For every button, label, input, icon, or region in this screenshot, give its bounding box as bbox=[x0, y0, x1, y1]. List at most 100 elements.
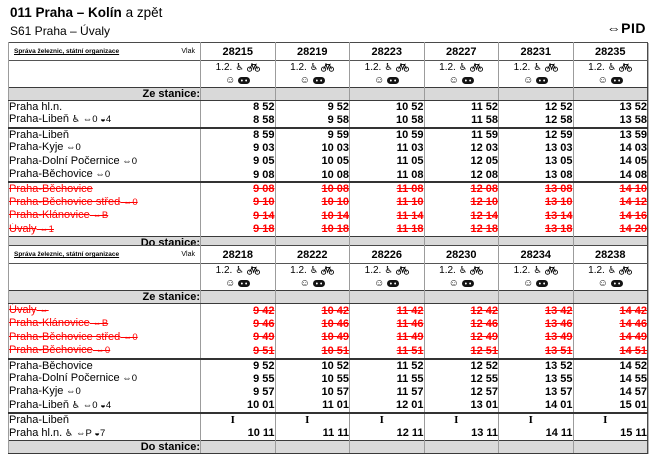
station-symbols: ⇔0 bbox=[120, 331, 138, 343]
time-cell: 11 11 bbox=[274, 426, 350, 441]
station-symbols: ⇔0 bbox=[120, 196, 138, 208]
time-cell: 8 52 bbox=[200, 100, 275, 114]
time-cell: 14 42 bbox=[572, 303, 648, 318]
time-cell: 9 49 bbox=[200, 330, 275, 345]
wheelchair-icon: ♿ bbox=[235, 264, 244, 276]
class-1-2-label: 1.2. bbox=[215, 264, 233, 276]
time-cell: 10 05 bbox=[274, 154, 350, 169]
bicycle-icon bbox=[321, 63, 335, 72]
band-empty-cell bbox=[423, 440, 499, 454]
station-symbols: ⇔B bbox=[89, 210, 109, 222]
station-cell: Praha-Běchovice ⇔0 bbox=[8, 344, 201, 359]
face-icon: ☺ bbox=[225, 74, 236, 86]
time-cell: 14 51 bbox=[572, 344, 648, 359]
time-cell: 9 55 bbox=[200, 372, 275, 386]
train-number: 28222 bbox=[274, 245, 350, 264]
train-number: 28223 bbox=[349, 42, 424, 61]
time-cell: 13 14 bbox=[498, 209, 573, 223]
station-name: Úvaly bbox=[9, 304, 37, 316]
station-symbols: ♿ ⇔0 ◒4 bbox=[68, 114, 112, 126]
train-service-icons-line2: ☺ bbox=[425, 277, 498, 290]
station-row: Praha-Dolní Počernice ⇔0 9 05 10 05 11 05 12… bbox=[8, 154, 648, 169]
train-service-icons-line1: 1.2. ♿ bbox=[201, 264, 274, 278]
train-service-icons-line1: 1.2. ♿ bbox=[425, 265, 498, 278]
station-cell: Praha-Libeň ♿ ⇔0 ◒4 bbox=[8, 398, 201, 414]
bicycle-icon bbox=[470, 266, 484, 275]
time-cell: 9 08 bbox=[200, 181, 275, 196]
dark-badge-icon bbox=[536, 280, 549, 287]
train-number: 28219 bbox=[274, 42, 350, 61]
time-cell: 10 58 bbox=[349, 113, 424, 128]
train-service-icons-line1: 1.2. ♿ bbox=[574, 61, 647, 75]
dark-badge-icon bbox=[461, 280, 474, 287]
class-1-2-label: 1.2. bbox=[513, 61, 531, 73]
station-cell: Praha-Běchovice ⇔0 bbox=[8, 168, 201, 183]
band-empty-cell bbox=[498, 440, 573, 454]
time-cell: 10 59 bbox=[349, 126, 424, 142]
class-1-2-label: 1.2. bbox=[588, 61, 605, 73]
band-empty-cell bbox=[274, 290, 350, 304]
band-empty-cell bbox=[349, 290, 424, 304]
time-cell: 15 11 bbox=[572, 426, 648, 441]
train-icons-row: 1.2. ♿ ☺ 1.2. ♿ ☺ 1.2. ♿ ☺ 1.2. ♿ ☺ 1.2. ♿ ☺ 1.2. ♿ ☺ bbox=[8, 60, 648, 88]
do-stanice-band: Do stanice: bbox=[8, 236, 648, 251]
time-cell: 14 57 bbox=[572, 385, 648, 399]
time-cell: 10 52 bbox=[274, 357, 350, 373]
station-name: Praha-Klánovice bbox=[9, 317, 90, 330]
time-cell: 12 05 bbox=[423, 154, 499, 169]
station-row: Praha-Běchovice ⇔0 9 51 10 51 11 51 12 51 13 … bbox=[8, 344, 648, 359]
station-row: Praha-Libeň ♿ ⇔0 ◒4 8 58 9 58 10 58 11 58 12 … bbox=[8, 113, 648, 128]
time-cell: 10 08 bbox=[274, 181, 350, 196]
station-cell: Praha-Klánovice ⇔B bbox=[8, 317, 201, 331]
station-name: Praha-Běchovice bbox=[9, 359, 93, 372]
station-row: Praha-Dolní Počernice ⇔0 9 55 10 55 11 55 12… bbox=[8, 372, 648, 386]
band-empty-cell bbox=[200, 87, 275, 101]
face-icon: ☺ bbox=[523, 277, 534, 289]
band-empty-cell bbox=[572, 87, 648, 101]
table-header-row: Správa železnic, státní organizace Vlak 28… bbox=[8, 245, 648, 264]
wheelchair-icon: ♿ bbox=[235, 61, 244, 73]
class-1-2-label: 1.2. bbox=[290, 264, 307, 276]
dark-badge-icon bbox=[610, 280, 623, 287]
train-service-icons-line2: ☺ bbox=[499, 74, 572, 87]
station-name: Praha-Běchovice bbox=[9, 344, 93, 357]
bicycle-icon bbox=[321, 266, 335, 275]
ze-stanice-band: Ze stanice: bbox=[8, 87, 648, 101]
station-cell: Praha-Dolní Počernice ⇔0 bbox=[8, 372, 201, 386]
train-number: 28230 bbox=[423, 245, 499, 264]
bicycle-icon bbox=[619, 266, 633, 275]
time-cell: 9 57 bbox=[200, 385, 275, 399]
time-cell: 12 46 bbox=[423, 317, 499, 331]
train-service-icons-line1: 1.2. ♿ bbox=[499, 61, 572, 75]
face-icon: ☺ bbox=[448, 277, 459, 289]
time-cell: 14 46 bbox=[572, 317, 648, 331]
time-cell: 11 49 bbox=[349, 330, 424, 345]
station-name: Praha hl.n. bbox=[9, 101, 63, 113]
station-name: Praha-Běchovice bbox=[9, 183, 93, 196]
time-cell: 11 08 bbox=[349, 181, 424, 196]
station-name: Praha-Kyje bbox=[9, 385, 64, 398]
time-cell: 11 01 bbox=[274, 398, 350, 414]
train-icons-cell: 1.2. ♿ ☺ bbox=[274, 263, 350, 291]
time-cell: 15 01 bbox=[572, 398, 648, 414]
time-cell: 13 52 bbox=[572, 100, 648, 114]
time-cell: 12 18 bbox=[423, 222, 499, 237]
face-icon: ☺ bbox=[299, 74, 310, 86]
train-service-icons-line2: ☺ bbox=[499, 277, 572, 290]
station-row: Praha hl.n. ♿ ⇔P ◒7 10 11 11 11 12 11 13 11 1… bbox=[8, 426, 648, 441]
train-icons-cell: 1.2. ♿ ☺ bbox=[200, 263, 275, 291]
station-row: Úvaly ⇔ 9 42 10 42 11 42 12 42 13 42 14 42 bbox=[8, 303, 648, 318]
station-row: Praha-Libeň ♿ ⇔0 ◒4 10 01 11 01 12 01 13 01 1… bbox=[8, 398, 648, 414]
train-icons-cell: 1.2. ♿ ☺ bbox=[349, 263, 424, 291]
time-cell: 14 16 bbox=[572, 209, 648, 223]
time-cell: 13 57 bbox=[498, 385, 573, 399]
train-icons-cell: 1.2. ♿ ☺ bbox=[423, 60, 499, 88]
time-cell: 11 08 bbox=[349, 168, 424, 183]
band-empty-cell bbox=[349, 440, 424, 454]
station-row: Praha-Běchovice 9 52 10 52 11 52 12 52 13 52 1… bbox=[8, 357, 648, 373]
dark-badge-icon bbox=[536, 77, 549, 84]
time-cell: 12 59 bbox=[498, 126, 573, 142]
time-cell: 11 52 bbox=[349, 357, 424, 373]
station-row: Praha hl.n. 8 52 9 52 10 52 11 52 12 52 13 52 bbox=[8, 100, 648, 114]
time-cell: 13 05 bbox=[498, 154, 573, 169]
